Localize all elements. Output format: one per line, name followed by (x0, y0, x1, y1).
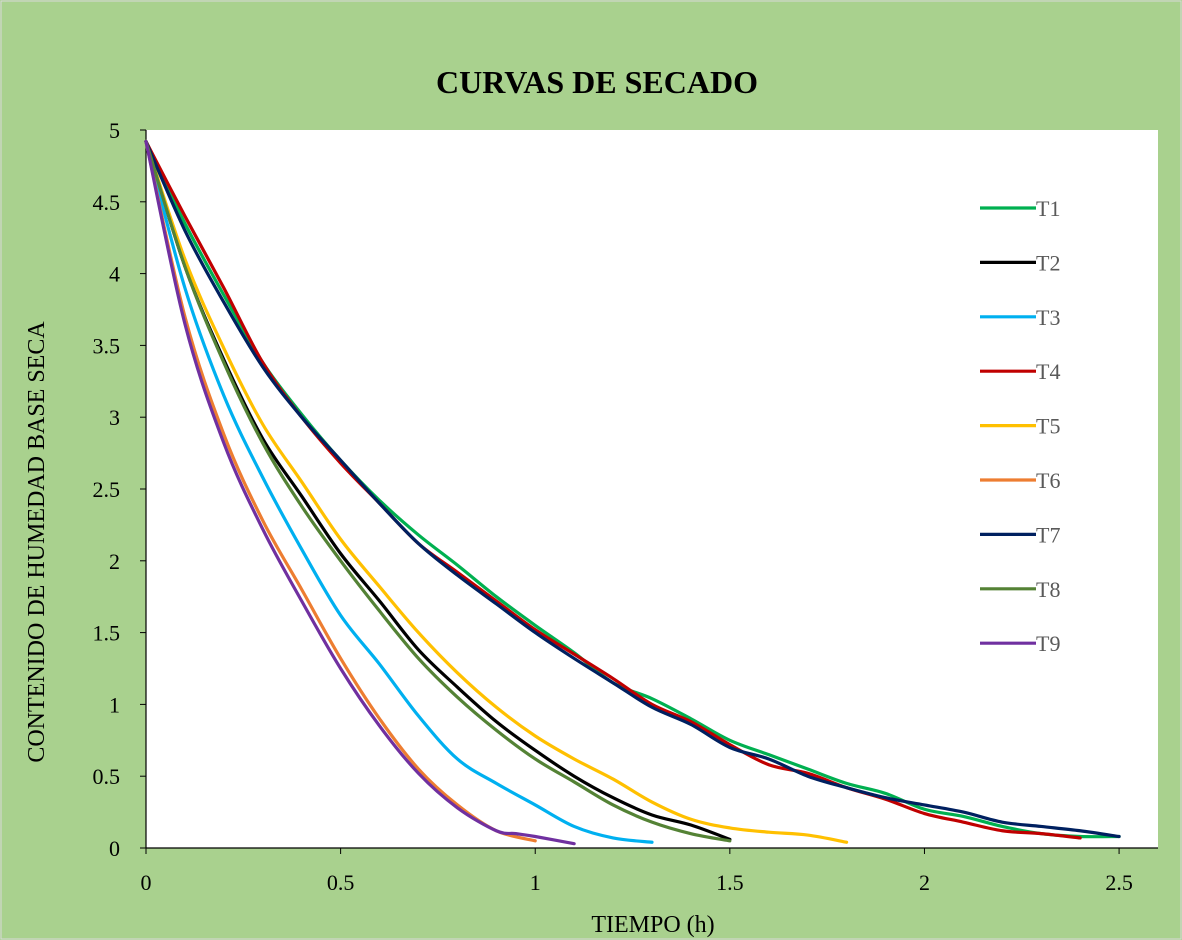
chart-title: CURVAS DE SECADO (436, 64, 758, 100)
legend-label: T7 (1036, 522, 1060, 547)
legend-item-t1: T1 (980, 196, 1060, 221)
series-line-t9 (144, 139, 576, 846)
y-tick-label: 2.5 (93, 477, 121, 502)
plot-area (146, 130, 1158, 848)
y-tick-label: 4.5 (93, 190, 121, 215)
series-line-t6 (144, 139, 537, 843)
y-tick-label: 0 (109, 836, 120, 861)
legend-item-t7: T7 (980, 522, 1060, 547)
x-tick-label: 0 (141, 870, 152, 895)
legend: T1 T2 T3 T4 T5 T6 T7 T8 T9 (980, 196, 1060, 656)
y-tick-label: 5 (109, 118, 120, 143)
legend-label: T5 (1036, 414, 1060, 439)
series-line-t3 (144, 139, 654, 844)
legend-label: T6 (1036, 468, 1060, 493)
legend-item-t5: T5 (980, 414, 1060, 439)
legend-label: T3 (1036, 305, 1060, 330)
legend-item-t8: T8 (980, 577, 1060, 602)
y-tick-label: 1.5 (93, 621, 121, 646)
x-tick-label: 0.5 (327, 870, 355, 895)
legend-label: T1 (1036, 196, 1060, 221)
y-tick-label: 0.5 (93, 764, 121, 789)
x-tick-label: 2.5 (1105, 870, 1133, 895)
x-tick-label: 1 (530, 870, 541, 895)
y-axis-title: CONTENIDO DE HUMEDAD BASE SECA (24, 321, 50, 763)
legend-item-t4: T4 (980, 359, 1060, 384)
series-layer (144, 139, 1121, 846)
legend-label: T8 (1036, 577, 1060, 602)
legend-label: T4 (1036, 359, 1060, 384)
x-tick-label: 1.5 (716, 870, 744, 895)
y-tick-label: 3.5 (93, 333, 121, 358)
axes-layer: 0 0.5 1 1.5 2 2.5 3 3.5 4 4.5 5 0 0.5 1 1.5 2 2.5 (93, 118, 1158, 895)
y-tick-label: 1 (109, 692, 120, 717)
legend-label: T2 (1036, 250, 1060, 275)
legend-item-t6: T6 (980, 468, 1060, 493)
series-line-t8 (144, 139, 732, 843)
y-tick-label: 3 (109, 405, 120, 430)
x-tick-label: 2 (919, 870, 930, 895)
x-axis-title: TIEMPO (h) (591, 912, 714, 938)
series-line-t7 (144, 139, 1121, 839)
series-line-t5 (144, 139, 849, 844)
legend-label: T9 (1036, 631, 1060, 656)
legend-item-t2: T2 (980, 250, 1060, 275)
y-tick-label: 4 (109, 262, 120, 287)
legend-item-t3: T3 (980, 305, 1060, 330)
y-tick-label: 2 (109, 549, 120, 574)
legend-item-t9: T9 (980, 631, 1060, 656)
